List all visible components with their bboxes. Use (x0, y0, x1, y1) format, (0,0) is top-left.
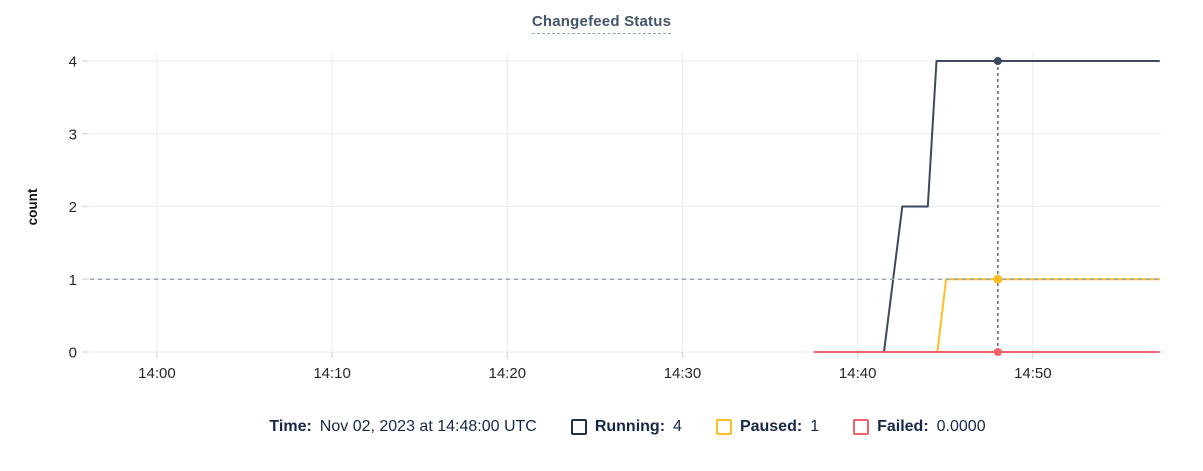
legend-time-value: Nov 02, 2023 at 14:48:00 UTC (319, 418, 537, 435)
legend-item-failed: Failed: 0.0000 (853, 418, 986, 436)
chart-legend: Time: Nov 02, 2023 at 14:48:00 UTC Runni… (0, 418, 1203, 436)
legend-value-failed: 0.0000 (936, 418, 986, 435)
crosshair-dot-paused (993, 274, 1003, 284)
legend-time: Time: Nov 02, 2023 at 14:48:00 UTC (269, 418, 536, 436)
legend-series-items: Running: 4 Paused: 1 Failed: 0.0000 (570, 418, 986, 436)
legend-swatch-paused-icon (715, 419, 732, 435)
y-tick-label: 0 (69, 345, 77, 362)
legend-swatch-running-icon (570, 419, 587, 435)
y-axis-title: count (25, 188, 40, 225)
chart-header: Changefeed Status (0, 13, 1203, 34)
legend-item-paused: Paused: 1 (715, 418, 820, 436)
x-tick-label: 14:20 (489, 365, 527, 382)
legend-value-running: 4 (673, 418, 682, 435)
chart-title[interactable]: Changefeed Status (531, 13, 672, 34)
x-tick-label: 14:30 (664, 365, 702, 382)
x-tick-label: 14:10 (313, 365, 351, 382)
legend-label-paused: Paused: (739, 418, 803, 435)
legend-time-label: Time: (269, 418, 312, 435)
legend-item-running: Running: 4 (570, 418, 682, 436)
crosshair-dot-running (993, 57, 1002, 65)
y-tick-label: 3 (69, 126, 77, 143)
legend-swatch-failed-icon (853, 419, 870, 435)
legend-label-failed: Failed: (877, 418, 929, 435)
x-tick-label: 14:40 (839, 365, 877, 382)
y-tick-label: 4 (69, 54, 77, 71)
legend-label-running: Running: (594, 418, 666, 435)
chart-plot-area[interactable]: 0 1 2 3 4 14:00 14:10 14:20 14:30 14:40 14:50 count (0, 0, 1203, 400)
y-tick-label: 1 (69, 272, 77, 289)
x-tick-label: 14:50 (1014, 365, 1052, 382)
x-tick-label: 14:00 (138, 365, 176, 382)
legend-value-paused: 1 (810, 418, 820, 435)
crosshair-dot-failed (993, 348, 1002, 356)
y-tick-label: 2 (69, 199, 77, 216)
series-line-paused (813, 278, 1160, 353)
